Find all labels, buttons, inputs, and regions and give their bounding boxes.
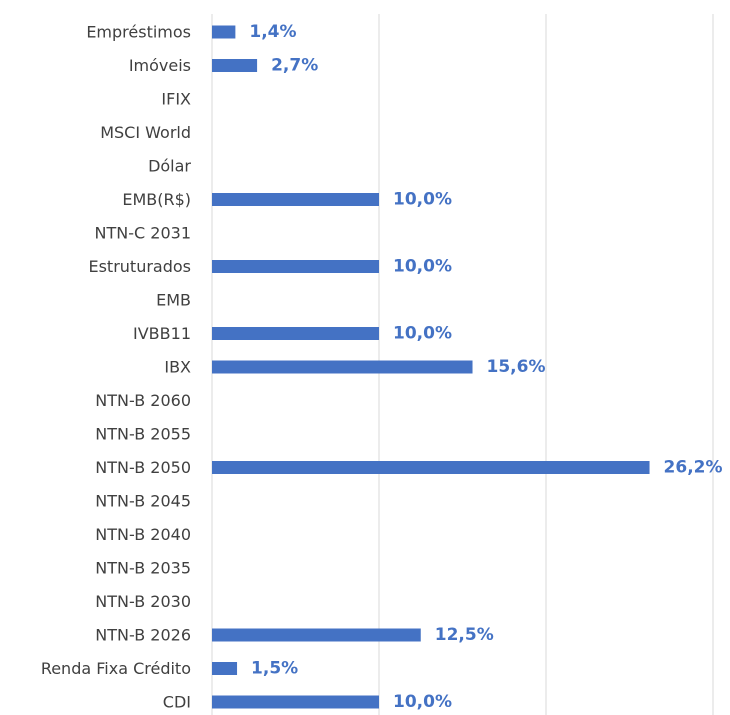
bar-20	[212, 695, 379, 709]
category-label-10: IBX	[164, 358, 191, 377]
bars	[212, 25, 650, 709]
bar-9	[212, 327, 379, 340]
category-label-16: NTN-B 2035	[95, 559, 191, 578]
data-label-0: 1,4%	[249, 22, 296, 42]
data-label-19: 1,5%	[251, 659, 298, 679]
data-labels: 1,4% 2,7% 10,0% 10,0% 10,0% 15,6% 26,2% 12,5% 1,…	[249, 22, 722, 712]
bar-0	[212, 25, 236, 39]
category-label-8: EMB	[156, 291, 191, 310]
data-label-1: 2,7%	[271, 56, 318, 76]
category-label-4: Dólar	[148, 157, 191, 176]
category-label-11: NTN-B 2060	[95, 391, 191, 410]
data-label-10: 15,6%	[487, 357, 546, 377]
data-label-13: 26,2%	[664, 458, 723, 478]
bar-19	[212, 662, 238, 675]
category-label-9: IVBB11	[133, 324, 191, 343]
category-label-3: MSCI World	[100, 123, 191, 142]
data-label-9: 10,0%	[393, 324, 452, 344]
category-label-13: NTN-B 2050	[95, 458, 191, 477]
bar-7	[212, 260, 379, 273]
bar-13	[212, 461, 650, 474]
data-label-20: 10,0%	[393, 692, 452, 712]
category-label-12: NTN-B 2055	[95, 425, 191, 444]
category-label-0: Empréstimos	[86, 23, 191, 42]
category-label-18: NTN-B 2026	[95, 626, 191, 645]
category-label-15: NTN-B 2040	[95, 525, 191, 544]
data-label-18: 12,5%	[435, 625, 494, 645]
category-label-20: CDI	[163, 693, 191, 712]
bar-1	[212, 59, 258, 72]
data-label-5: 10,0%	[393, 190, 452, 210]
category-label-17: NTN-B 2030	[95, 592, 191, 611]
bar-18	[212, 628, 421, 642]
bar-10	[212, 360, 473, 374]
category-label-1: Imóveis	[129, 56, 191, 75]
category-labels: Empréstimos Imóveis IFIX MSCI World Dólar EMB…	[41, 23, 192, 712]
category-label-2: IFIX	[161, 90, 191, 109]
bar-5	[212, 193, 379, 206]
data-label-7: 10,0%	[393, 257, 452, 277]
category-label-5: EMB(R$)	[122, 190, 191, 209]
category-label-14: NTN-B 2045	[95, 492, 191, 511]
category-label-7: Estruturados	[88, 257, 191, 276]
category-label-19: Renda Fixa Crédito	[41, 659, 191, 678]
category-label-6: NTN-C 2031	[95, 224, 191, 243]
